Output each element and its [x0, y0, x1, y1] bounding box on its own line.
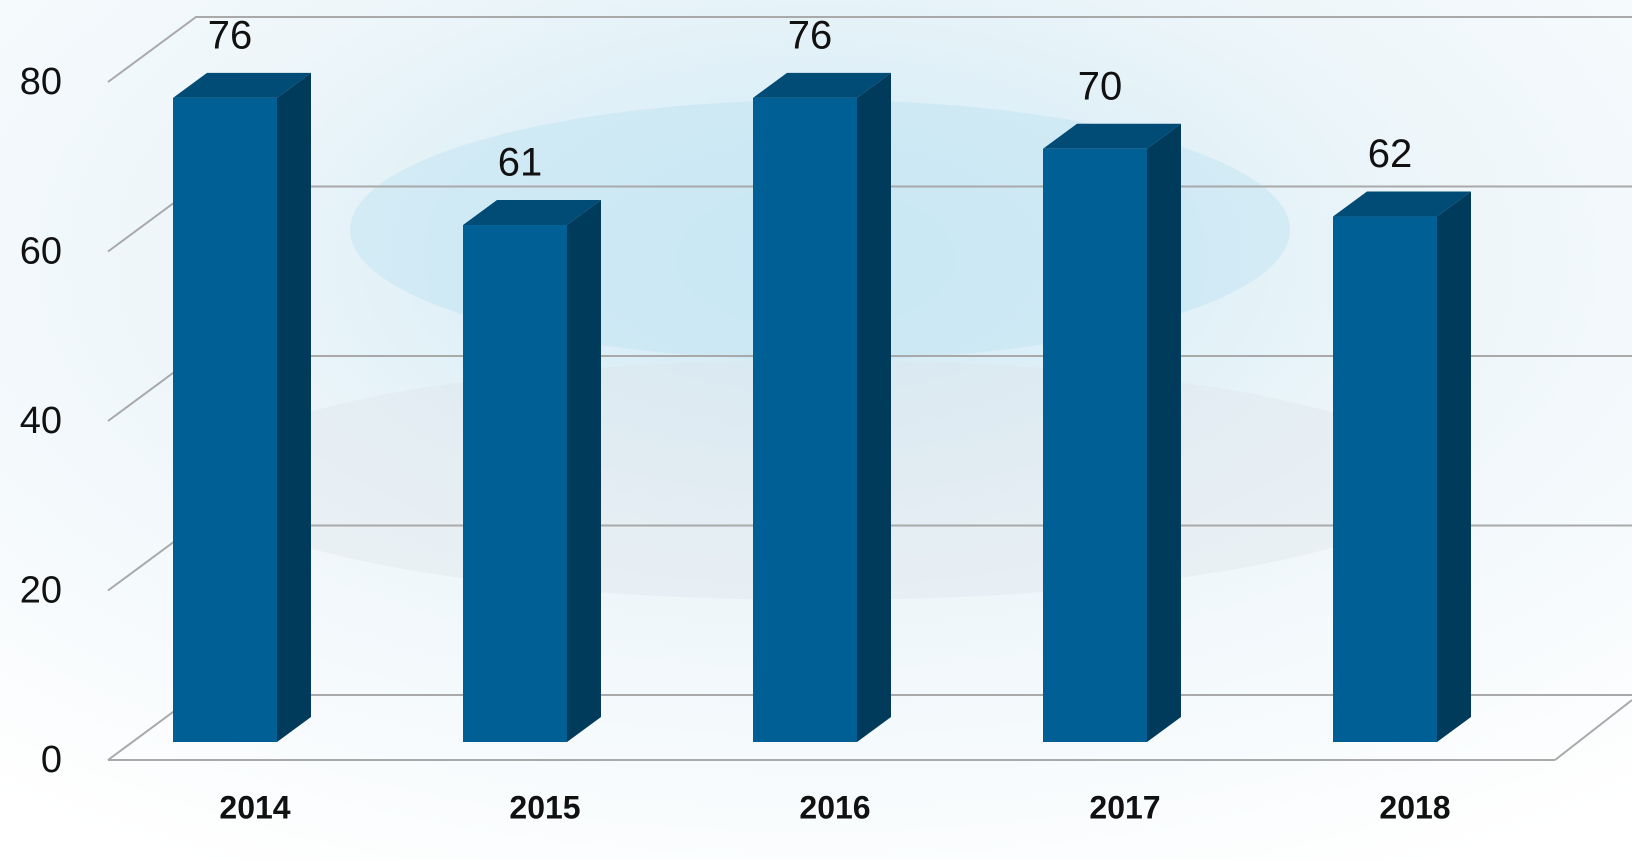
- bar-side: [567, 200, 601, 742]
- x-tick-label: 2016: [799, 789, 870, 825]
- bar-side: [1147, 124, 1181, 742]
- bar: [463, 225, 567, 742]
- value-label: 61: [498, 141, 543, 185]
- y-tick-label: 60: [20, 231, 62, 273]
- bar: [1333, 217, 1437, 742]
- bar: [1043, 149, 1147, 742]
- y-tick-label: 20: [20, 570, 62, 612]
- y-tick-label: 40: [20, 400, 62, 442]
- x-tick-label: 2018: [1379, 789, 1450, 825]
- chart: 0 20 40 60 80 2014 76 2015 61 2016 76 2017 70 2018 62: [0, 0, 1632, 860]
- value-label: 76: [208, 13, 253, 57]
- value-label: 62: [1368, 132, 1413, 176]
- value-label: 70: [1078, 64, 1123, 108]
- bar: [173, 98, 277, 742]
- bar: [753, 98, 857, 742]
- y-tick-label: 0: [41, 739, 62, 781]
- value-label: 76: [788, 13, 833, 57]
- bar-side: [1437, 192, 1471, 742]
- x-tick-label: 2014: [219, 789, 290, 825]
- x-tick-label: 2017: [1089, 789, 1160, 825]
- bar-side: [277, 73, 311, 742]
- y-tick-label: 80: [20, 61, 62, 103]
- x-tick-label: 2015: [509, 789, 580, 825]
- bar-side: [857, 73, 891, 742]
